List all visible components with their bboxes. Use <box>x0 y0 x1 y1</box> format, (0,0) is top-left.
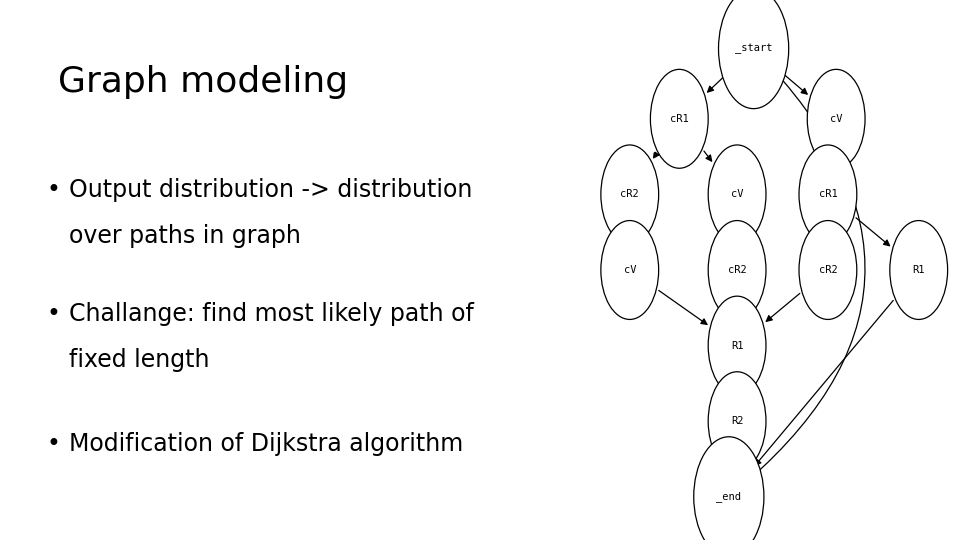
Text: cR2: cR2 <box>728 265 747 275</box>
Text: cV: cV <box>731 190 743 199</box>
FancyArrowPatch shape <box>731 453 736 467</box>
Text: R1: R1 <box>731 341 743 350</box>
Text: cR1: cR1 <box>819 190 837 199</box>
Ellipse shape <box>601 145 659 244</box>
Text: over paths in graph: over paths in graph <box>69 224 301 248</box>
Ellipse shape <box>718 0 789 109</box>
FancyArrowPatch shape <box>766 293 800 321</box>
Ellipse shape <box>807 69 865 168</box>
FancyArrowPatch shape <box>826 225 830 241</box>
Text: R1: R1 <box>912 265 925 275</box>
Text: •: • <box>46 178 60 202</box>
Text: •: • <box>46 302 60 326</box>
Ellipse shape <box>708 372 766 471</box>
Ellipse shape <box>651 69 708 168</box>
Ellipse shape <box>890 220 948 320</box>
FancyArrowPatch shape <box>745 376 750 392</box>
Text: cR1: cR1 <box>670 114 688 124</box>
Text: •: • <box>46 432 60 456</box>
FancyArrowPatch shape <box>756 300 893 465</box>
Text: R2: R2 <box>731 416 743 426</box>
FancyArrowPatch shape <box>732 51 865 494</box>
FancyArrowPatch shape <box>724 375 730 391</box>
FancyArrowPatch shape <box>708 75 727 92</box>
Text: cV: cV <box>623 265 636 275</box>
Ellipse shape <box>708 220 766 320</box>
Text: cR2: cR2 <box>819 265 837 275</box>
Text: Output distribution -> distribution: Output distribution -> distribution <box>69 178 472 202</box>
FancyArrowPatch shape <box>829 150 835 165</box>
Ellipse shape <box>708 296 766 395</box>
Text: Modification of Dijkstra algorithm: Modification of Dijkstra algorithm <box>69 432 464 456</box>
FancyArrowPatch shape <box>659 291 707 325</box>
Ellipse shape <box>694 437 764 540</box>
FancyArrowPatch shape <box>734 300 740 316</box>
Text: _start: _start <box>734 43 773 54</box>
FancyArrowPatch shape <box>627 225 633 241</box>
FancyArrowPatch shape <box>654 152 659 158</box>
FancyArrowPatch shape <box>856 218 890 246</box>
Text: Graph modeling: Graph modeling <box>58 65 348 99</box>
Text: Challange: find most likely path of: Challange: find most likely path of <box>69 302 474 326</box>
Ellipse shape <box>799 145 856 244</box>
Ellipse shape <box>601 220 659 320</box>
FancyArrowPatch shape <box>704 151 711 161</box>
Ellipse shape <box>708 145 766 244</box>
Ellipse shape <box>799 220 856 320</box>
Text: _end: _end <box>716 491 741 502</box>
FancyArrowPatch shape <box>734 225 740 241</box>
FancyArrowPatch shape <box>781 72 807 94</box>
Text: cV: cV <box>829 114 843 124</box>
Text: cR2: cR2 <box>620 190 639 199</box>
Text: fixed length: fixed length <box>69 348 209 372</box>
